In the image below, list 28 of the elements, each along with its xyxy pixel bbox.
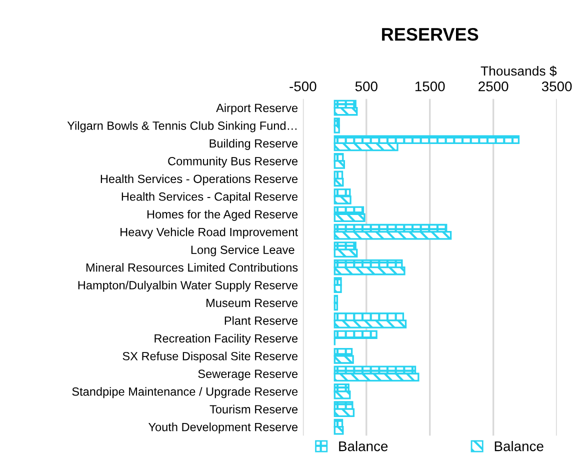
y-tick-label: Hampton/Dulyalbin Water Supply Reserve [78, 280, 298, 292]
y-tick-label: Long Service Leave [191, 245, 294, 256]
y-tick-label: Recreation Facility Reserve [154, 334, 298, 345]
y-tick-label: Yilgarn Bowls & Tennis Club Sinking Fund… [67, 121, 296, 132]
y-tick-label: Plant Reserve [224, 316, 298, 325]
chart-title: RESERVES [382, 28, 478, 41]
y-tick-label: Standpipe Maintenance / Upgrade Reserve [72, 387, 298, 398]
y-tick-label: Airport Reserve [216, 103, 298, 114]
y-tick-label: Tourism Reserve [210, 404, 298, 414]
y-tick-label: Health Services - Capital Reserve [122, 192, 298, 204]
y-tick-label: Sewerage Reserve [198, 370, 298, 380]
x-tick-label: -500 [290, 81, 316, 92]
y-tick-label: Health Services - Operations Reserve [100, 174, 298, 186]
x-tick-label: 1500 [415, 81, 445, 92]
y-tick-label: Community Bus Reserve [168, 156, 298, 168]
x-tick-label: 500 [355, 81, 378, 92]
y-tick-label: Museum Reserve [206, 298, 298, 308]
x-axis-title: Thousands $ [480, 66, 557, 76]
x-tick-label: 3500 [542, 81, 572, 92]
legend-label: Balance [494, 441, 544, 452]
y-tick-label: Mineral Resources Limited Contributions [86, 263, 298, 272]
y-tick-label: Building Reserve [210, 138, 298, 150]
y-tick-label: Heavy Vehicle Road Improvement [120, 228, 298, 239]
y-tick-label: Homes for the Aged Reserve [147, 210, 298, 221]
x-tick-label: 2500 [478, 81, 508, 92]
y-tick-label: SX Refuse Disposal Site Reserve [122, 352, 298, 363]
legend-label: Balance [339, 441, 388, 452]
y-tick-label: Youth Development Reserve [148, 422, 298, 434]
